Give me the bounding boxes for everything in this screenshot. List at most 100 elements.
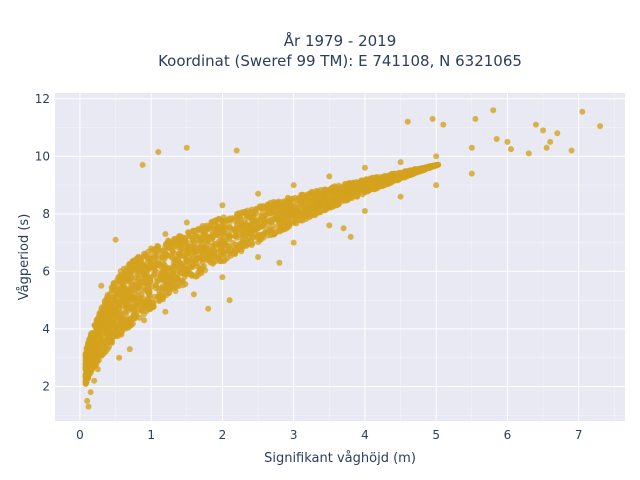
- scatter-point: [84, 353, 91, 360]
- scatter-point: [300, 194, 307, 201]
- scatter-point: [156, 285, 163, 292]
- scatter-point: [144, 258, 151, 265]
- scatter-point: [232, 250, 239, 257]
- scatter-point: [171, 273, 178, 280]
- scatter-point: [353, 193, 360, 200]
- scatter-point: [219, 247, 226, 254]
- scatter-point: [199, 251, 206, 258]
- scatter-point: [282, 216, 289, 223]
- scatter-point: [468, 144, 475, 151]
- scatter-point: [119, 325, 126, 332]
- scatter-point: [114, 302, 121, 309]
- scatter-point: [384, 180, 391, 187]
- scatter-point: [163, 241, 170, 248]
- x-tick-label: 0: [76, 428, 84, 442]
- scatter-point: [255, 239, 262, 246]
- scatter-point: [547, 138, 554, 145]
- scatter-point: [168, 240, 175, 247]
- scatter-point: [204, 240, 211, 247]
- scatter-point: [110, 323, 117, 330]
- scatter-point: [193, 273, 200, 280]
- scatter-point: [88, 330, 95, 336]
- scatter-point: [101, 345, 108, 352]
- scatter-point: [281, 226, 288, 233]
- scatter-point: [318, 191, 325, 198]
- scatter-point: [195, 226, 202, 233]
- scatter-point: [215, 255, 222, 262]
- scatter-point: [98, 323, 105, 330]
- scatter-point: [98, 351, 105, 358]
- scatter-point: [178, 239, 185, 246]
- scatter-point: [119, 319, 125, 326]
- scatter-point: [273, 200, 280, 207]
- scatter-point: [276, 228, 283, 235]
- scatter-point: [262, 229, 269, 236]
- scatter-point: [325, 190, 332, 197]
- scatter-point: [291, 218, 298, 225]
- scatter-point: [91, 377, 98, 384]
- scatter-point: [429, 115, 436, 122]
- scatter-point: [141, 317, 148, 324]
- scatter-point: [254, 225, 261, 232]
- scatter-point: [162, 231, 169, 237]
- scatter-point: [179, 277, 186, 284]
- scatter-point: [98, 304, 105, 311]
- scatter-point: [207, 226, 214, 233]
- scatter-point: [525, 150, 532, 157]
- y-tick-label: 2: [42, 379, 50, 393]
- scatter-point: [294, 211, 301, 218]
- scatter-point: [329, 184, 336, 191]
- scatter-point: [119, 297, 126, 304]
- scatter-point: [310, 191, 317, 198]
- scatter-point: [183, 265, 190, 272]
- scatter-point: [255, 190, 262, 197]
- scatter-point: [93, 325, 100, 331]
- scatter-point: [144, 306, 151, 313]
- scatter-point: [239, 224, 246, 231]
- scatter-point: [155, 261, 162, 268]
- scatter-point: [369, 182, 376, 189]
- scatter-point: [361, 164, 368, 171]
- scatter-point: [153, 248, 160, 255]
- scatter-point: [302, 213, 309, 220]
- scatter-point: [163, 276, 170, 283]
- scatter-point: [233, 211, 240, 218]
- scatter-point: [118, 277, 125, 284]
- scatter-point: [226, 224, 233, 231]
- scatter-point: [508, 146, 514, 153]
- scatter-point: [347, 187, 354, 194]
- scatter-point: [490, 107, 497, 114]
- scatter-point: [137, 306, 144, 313]
- scatter-point: [360, 187, 367, 194]
- scatter-point: [278, 202, 285, 209]
- scatter-point: [341, 195, 348, 202]
- scatter-point: [157, 273, 164, 280]
- scatter-point: [162, 253, 169, 260]
- scatter-point: [240, 231, 247, 238]
- scatter-point: [85, 403, 92, 410]
- scatter-point: [183, 144, 190, 151]
- scatter-point: [167, 286, 174, 293]
- scatter-point: [104, 308, 111, 315]
- scatter-point: [187, 248, 194, 255]
- scatter-point: [133, 255, 140, 262]
- scatter-point: [211, 217, 218, 224]
- scatter-point: [128, 296, 135, 303]
- y-tick-labels: 2 4 6 8 10 12: [35, 92, 50, 394]
- scatter-point: [242, 216, 249, 223]
- scatter-point: [275, 209, 282, 216]
- scatter-point: [255, 254, 262, 260]
- scatter-point: [95, 318, 102, 325]
- scatter-point: [213, 248, 220, 255]
- scatter-point: [98, 282, 105, 289]
- scatter-point: [336, 184, 343, 191]
- scatter-point: [276, 259, 283, 266]
- scatter-point: [276, 219, 282, 226]
- x-tick-label: 1: [147, 428, 155, 442]
- scatter-point: [91, 350, 98, 357]
- scatter-point: [190, 227, 196, 234]
- scatter-point: [227, 233, 234, 240]
- scatter-point: [162, 308, 169, 315]
- scatter-point: [128, 281, 135, 288]
